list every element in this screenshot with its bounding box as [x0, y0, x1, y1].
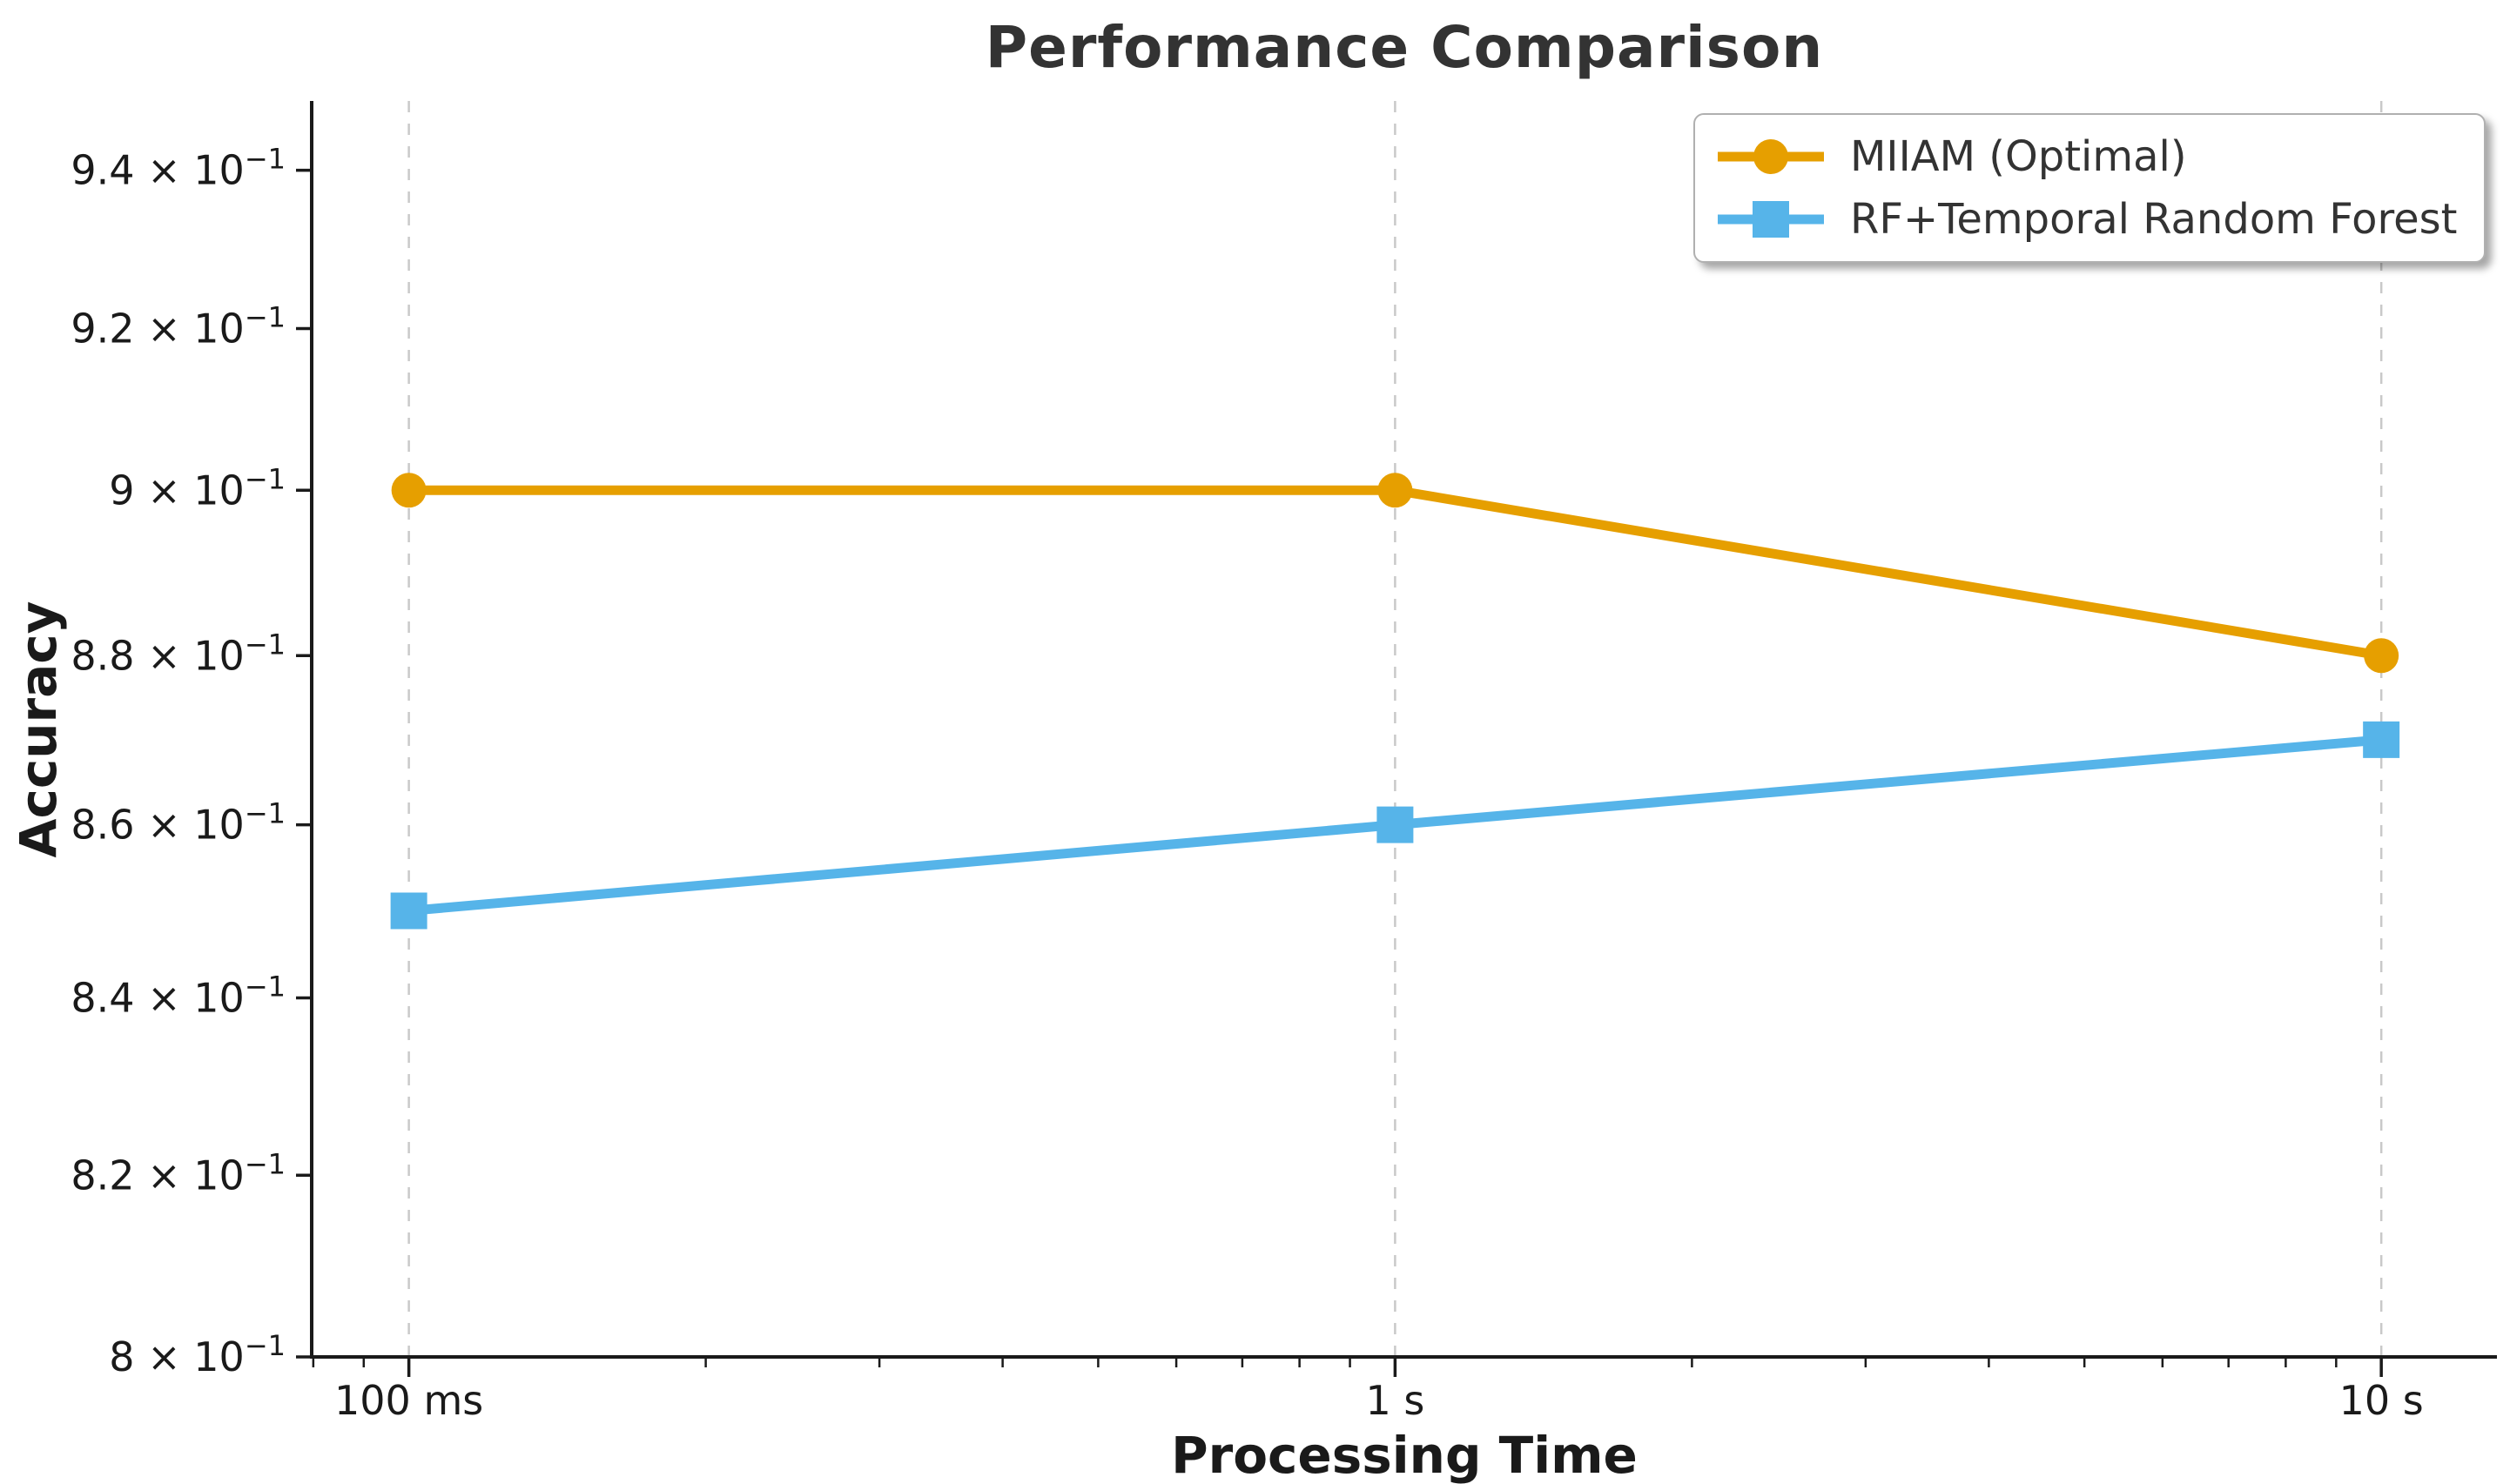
x-tick-label-10-s: 10 s	[2339, 1377, 2424, 1424]
legend-item-miiam-optimal: MIIAM (Optimal)	[1714, 132, 2458, 181]
y-tick-label: 8.2 × 10−1	[71, 1147, 286, 1199]
legend: MIIAM (Optimal) RF+Temporal Random Forest	[1693, 113, 2486, 263]
series-marker-miiam-optimal	[1377, 473, 1413, 508]
y-tick-label: 8 × 10−1	[109, 1329, 286, 1380]
y-tick-label: 8.8 × 10−1	[71, 628, 286, 679]
y-tick-label: 9.4 × 10−1	[71, 143, 286, 194]
y-tick-label: 9 × 10−1	[109, 462, 286, 514]
y-axis-label: Accuracy	[9, 601, 68, 858]
series-marker-rf-temporal-random-forest	[390, 892, 427, 930]
legend-label: MIIAM (Optimal)	[1850, 132, 2187, 181]
legend-item-rf-temporal-random-forest: RF+Temporal Random Forest	[1714, 195, 2458, 244]
y-tick-label: 8.6 × 10−1	[71, 797, 286, 849]
legend-square-marker-icon	[1718, 201, 1824, 238]
legend-label: RF+Temporal Random Forest	[1850, 195, 2458, 244]
series-marker-miiam-optimal	[391, 473, 427, 508]
legend-circle-marker-icon	[1718, 139, 1824, 174]
y-tick-label: 8.4 × 10−1	[71, 970, 286, 1022]
x-tick-label-1-s: 1 s	[1365, 1377, 1424, 1424]
y-tick-label: 9.2 × 10−1	[71, 300, 286, 352]
series-marker-miiam-optimal	[2364, 638, 2399, 674]
series-marker-rf-temporal-random-forest	[1376, 806, 1414, 843]
series-marker-rf-temporal-random-forest	[2363, 721, 2400, 758]
chart-title: Performance Comparison	[985, 14, 1824, 81]
x-axis-label: Processing Time	[1171, 1426, 1638, 1484]
x-tick-label-100-ms: 100 ms	[334, 1377, 483, 1424]
